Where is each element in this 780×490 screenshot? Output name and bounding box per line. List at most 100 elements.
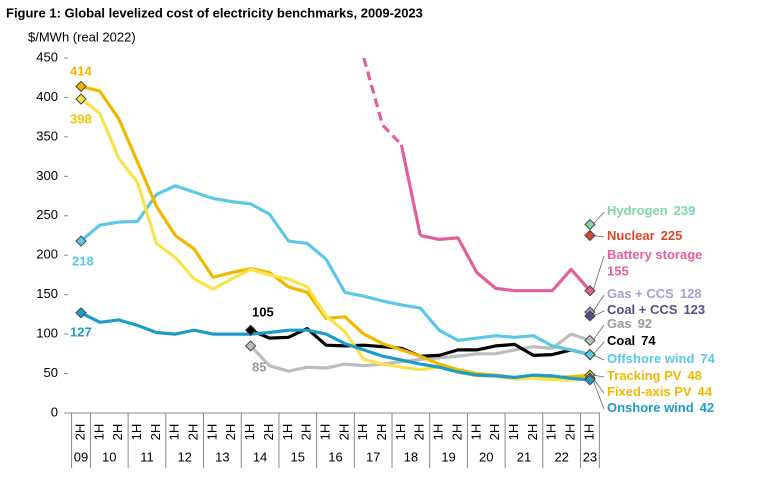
end-value: 44 — [698, 384, 713, 399]
year-label: 19 — [441, 449, 455, 464]
year-label: 15 — [291, 449, 305, 464]
end-label: Battery storage — [607, 247, 702, 262]
year-label: 09 — [74, 449, 88, 464]
marker — [75, 93, 87, 105]
year-label: 10 — [102, 449, 116, 464]
marker — [584, 285, 596, 297]
x-tick-label: 1H — [280, 424, 295, 441]
y-tick-label: 300 — [36, 168, 58, 183]
marker — [584, 374, 596, 386]
series-connector — [399, 144, 422, 236]
marker — [584, 229, 596, 242]
x-tick-label: 2H — [223, 424, 238, 441]
start-label: 218 — [72, 253, 94, 268]
y-tick-label: 150 — [36, 286, 58, 301]
x-tick-label: 1H — [468, 424, 483, 441]
x-tick-label: 1H — [167, 424, 182, 441]
year-label: 14 — [253, 449, 267, 464]
x-tick-label: 1H — [242, 424, 257, 441]
end-label: Offshore wind 74 — [607, 351, 716, 366]
marker — [244, 340, 257, 352]
series-name: Battery storage — [607, 247, 702, 262]
end-label: Onshore wind 42 — [607, 400, 714, 415]
x-tick-label: 1H — [355, 424, 370, 441]
x-tick-label: 1H — [393, 424, 408, 441]
x-tick-label: 2H — [412, 424, 427, 441]
marker — [584, 310, 596, 322]
start-label: 398 — [70, 111, 92, 126]
end-value: 128 — [680, 286, 702, 301]
x-tick-label: 2H — [487, 424, 502, 441]
chart-title: Figure 1: Global levelized cost of elect… — [6, 5, 423, 20]
end-label: Nuclear 225 — [607, 228, 682, 243]
y-tick-label: 50 — [44, 365, 58, 380]
series-name: Onshore wind — [607, 400, 694, 415]
year-label: 17 — [366, 449, 380, 464]
x-tick-label: 1H — [317, 424, 332, 441]
series-line — [419, 233, 592, 293]
marker — [584, 348, 596, 361]
year-label: 21 — [517, 449, 531, 464]
start-label: 105 — [252, 304, 274, 319]
end-label: Tracking PV 48 — [607, 368, 702, 383]
marker — [75, 307, 87, 319]
y-tick-label: 450 — [36, 49, 58, 64]
start-label: 127 — [70, 324, 92, 339]
end-value: 74 — [641, 333, 656, 348]
series-line — [80, 311, 591, 382]
series-name: Offshore wind — [607, 351, 694, 366]
series-name: Fixed-axis PV — [607, 384, 692, 399]
end-value: 42 — [700, 400, 714, 415]
leader-line — [592, 379, 605, 410]
end-label: Gas 92 — [607, 316, 652, 331]
end-value: 92 — [638, 316, 652, 331]
x-tick-label: 2H — [563, 424, 578, 441]
y-tick-label: 200 — [36, 247, 58, 262]
end-value: 123 — [683, 302, 705, 317]
leader-line — [592, 255, 605, 291]
x-tick-label: 2H — [186, 424, 201, 441]
x-tick-label: 2H — [336, 424, 351, 441]
series-line — [250, 327, 591, 358]
leader-line — [592, 294, 605, 313]
series-name: Tracking PV — [607, 368, 682, 383]
x-tick-label: 2H — [374, 424, 389, 441]
leader-line — [592, 378, 605, 394]
series-name: Gas + CCS — [607, 286, 674, 301]
year-label: 11 — [140, 449, 154, 464]
end-label: Hydrogen 239 — [607, 203, 695, 218]
x-tick-label: 1H — [581, 424, 596, 441]
x-tick-label: 2H — [299, 424, 314, 441]
y-tick-label: 100 — [36, 326, 58, 341]
end-value: 239 — [674, 203, 696, 218]
series-line — [79, 184, 591, 357]
x-tick-label: 2H — [261, 424, 276, 441]
year-label: 20 — [479, 449, 493, 464]
x-tick-label: 1H — [91, 424, 106, 441]
end-label: Coal 74 — [607, 333, 656, 348]
end-value: 225 — [661, 228, 683, 243]
marker — [75, 80, 87, 93]
y-tick-label: 0 — [51, 404, 58, 419]
x-tick-label: 1H — [129, 424, 144, 441]
series-name: Nuclear — [607, 228, 655, 243]
marker — [75, 235, 87, 247]
year-label: 16 — [328, 449, 342, 464]
series-name: Coal — [607, 333, 635, 348]
y-tick-label: 350 — [36, 128, 58, 143]
year-label: 13 — [215, 449, 229, 464]
start-label: 414 — [70, 63, 92, 78]
marker — [244, 324, 257, 336]
x-tick-label: 2H — [110, 424, 125, 441]
x-tick-label: 1H — [431, 424, 446, 441]
x-tick-label: 2H — [148, 424, 163, 441]
year-label: 22 — [554, 449, 568, 464]
year-label: 23 — [583, 449, 597, 464]
leader-line — [592, 341, 605, 355]
end-value: 74 — [700, 351, 715, 366]
x-tick-label: 1H — [544, 424, 559, 441]
marker — [584, 218, 596, 231]
y-tick-label: 400 — [36, 89, 58, 104]
x-tick-label: 1H — [204, 424, 219, 441]
